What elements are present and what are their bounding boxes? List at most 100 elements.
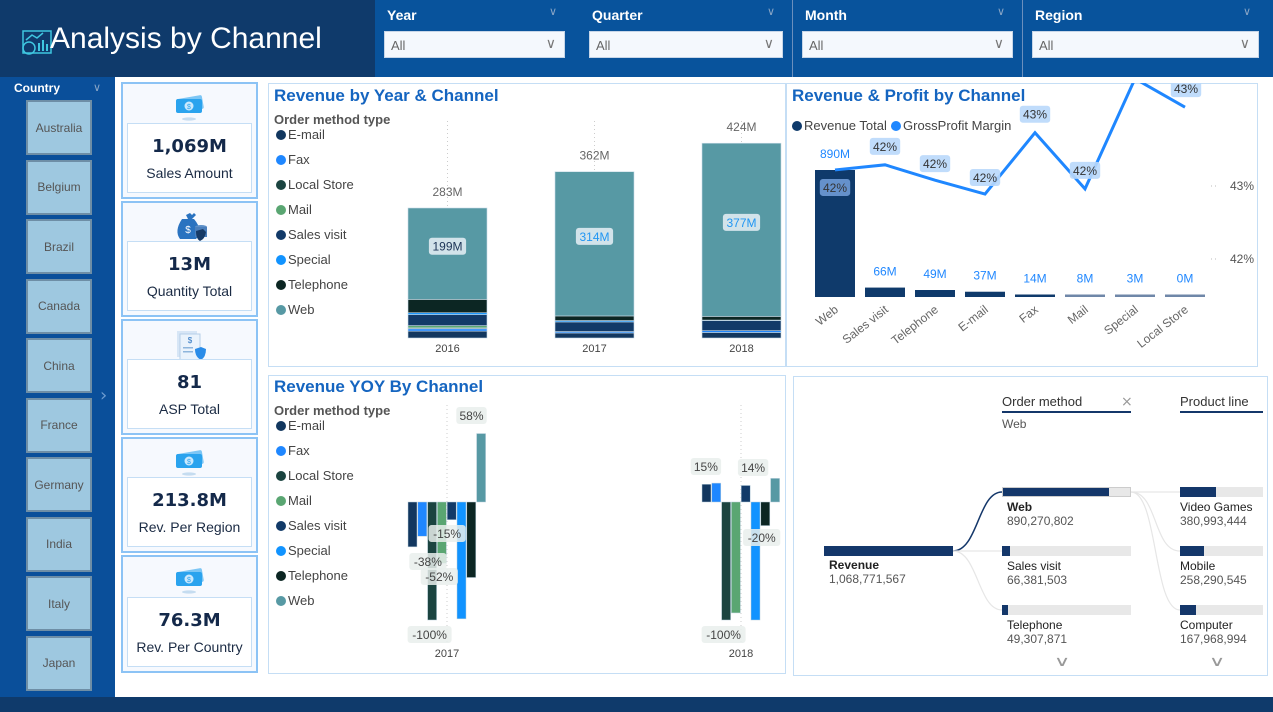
revenue-bar[interactable] — [865, 287, 905, 297]
yoy-bar-sales-visit[interactable] — [740, 485, 751, 503]
legend-item[interactable]: Fax — [276, 152, 310, 167]
yoy-bar-telephone[interactable] — [466, 501, 477, 578]
revenue-label: 8M — [1077, 272, 1094, 286]
bar-segment-telephone[interactable] — [701, 316, 782, 321]
yoy-bar-special[interactable] — [750, 501, 761, 621]
node-bar[interactable] — [1002, 487, 1131, 497]
filter-dropdown-quarter[interactable]: All ∨ — [589, 31, 783, 58]
level-header[interactable]: Order method — [1002, 394, 1131, 413]
data-label-box — [428, 525, 466, 542]
bar-segment-telephone[interactable] — [407, 299, 488, 314]
bar-segment-fax[interactable] — [407, 328, 488, 332]
revenue-label: 66M — [873, 265, 896, 279]
node-bar[interactable] — [1002, 546, 1131, 556]
bar-segment-e-mail[interactable] — [407, 330, 488, 339]
chevron-down-icon[interactable]: ∨ — [1243, 5, 1252, 18]
revenue-bar[interactable] — [1015, 294, 1055, 298]
bar-segment-sales-visit[interactable] — [701, 320, 782, 331]
chevron-down-icon[interactable]: ∨ — [93, 81, 102, 94]
filter-dropdown-region[interactable]: All ∨ — [1032, 31, 1259, 58]
segment-label: 199M — [432, 240, 462, 254]
node-bar[interactable] — [1180, 546, 1263, 556]
revenue-bar[interactable] — [915, 290, 955, 297]
yoy-bar-sales-visit[interactable] — [446, 501, 457, 520]
country-button[interactable]: Germany — [26, 457, 92, 512]
country-button[interactable]: China — [26, 338, 92, 393]
legend-item[interactable]: Sales visit — [276, 518, 347, 533]
legend-item[interactable]: Telephone — [276, 277, 348, 292]
legend-item[interactable]: Fax — [276, 443, 310, 458]
yoy-bar-e-mail[interactable] — [701, 484, 712, 503]
country-button[interactable]: Australia — [26, 100, 92, 155]
country-button[interactable]: Brazil — [26, 219, 92, 274]
bar-fill — [1003, 488, 1109, 496]
revenue-bar[interactable] — [965, 291, 1005, 297]
legend-item[interactable]: Mail — [276, 493, 312, 508]
legend-item[interactable]: E-mail — [276, 127, 325, 142]
country-button[interactable]: Italy — [26, 576, 92, 631]
yoy-bar-mail[interactable] — [731, 501, 741, 614]
country-button[interactable]: France — [26, 397, 92, 453]
yoy-bar-special[interactable] — [456, 501, 467, 620]
legend-item[interactable]: Revenue Total — [792, 118, 887, 133]
legend-item[interactable]: Mail — [276, 202, 312, 217]
x-tick-label: Web — [813, 302, 841, 328]
bar-segment-telephone[interactable] — [554, 315, 635, 321]
legend-label: Mail — [288, 202, 312, 217]
country-button[interactable]: Canada — [26, 278, 92, 334]
data-label-box — [869, 137, 901, 155]
bar-segment-mail[interactable] — [407, 325, 488, 329]
revenue-bar[interactable] — [1165, 294, 1205, 298]
kpi-card: $13M Quantity Total — [121, 201, 258, 317]
legend-item[interactable]: Special — [276, 252, 331, 267]
close-icon[interactable]: × — [1121, 394, 1133, 410]
revenue-bar[interactable] — [1115, 294, 1155, 298]
chevron-down-icon[interactable]: ∨ — [997, 5, 1006, 18]
legend-item[interactable]: Local Store — [276, 177, 354, 192]
kpi-card: $76.3M Rev. Per Country — [121, 555, 258, 673]
chevron-down-icon[interactable]: ∨ — [767, 5, 776, 18]
yoy-bar-fax[interactable] — [417, 501, 428, 537]
revenue-yoy-panel — [268, 375, 786, 674]
yoy-bar-telephone[interactable] — [760, 501, 771, 526]
revenue-label: 0M — [1177, 272, 1194, 286]
legend-label: Telephone — [288, 568, 348, 583]
legend-item[interactable]: E-mail — [276, 418, 325, 433]
legend-item[interactable]: Local Store — [276, 468, 354, 483]
legend-marker — [276, 595, 286, 606]
legend-item[interactable]: Special — [276, 543, 331, 558]
level-header[interactable]: Product line — [1180, 394, 1263, 413]
bar-segment-e-mail[interactable] — [701, 332, 782, 339]
node-bar[interactable] — [1002, 605, 1131, 615]
bar-segment-sales-visit[interactable] — [554, 321, 635, 332]
chevron-down-icon[interactable]: ∨ — [1208, 654, 1225, 670]
node-bar[interactable] — [1180, 605, 1263, 615]
yoy-bar-web[interactable] — [476, 433, 486, 503]
legend-item[interactable]: Web — [276, 302, 315, 317]
bar-segment-sales-visit[interactable] — [407, 314, 488, 326]
yoy-bar-fax[interactable] — [711, 482, 722, 503]
yoy-bar-web[interactable] — [770, 478, 780, 503]
country-button[interactable]: Japan — [26, 635, 92, 691]
country-button[interactable]: Belgium — [26, 159, 92, 215]
revenue-bar[interactable] — [1065, 294, 1105, 298]
filter-dropdown-year[interactable]: All ∨ — [384, 31, 565, 58]
kpi-card: $1,069M Sales Amount — [121, 82, 258, 199]
chevron-right-icon[interactable]: › — [100, 385, 108, 406]
revenue-label: 3M — [1127, 272, 1144, 286]
legend-marker — [276, 570, 286, 581]
country-button[interactable]: India — [26, 516, 92, 572]
yoy-bar-local-store[interactable] — [721, 501, 731, 621]
filter-dropdown-month[interactable]: All ∨ — [802, 31, 1013, 58]
legend-item[interactable]: Sales visit — [276, 227, 347, 242]
chevron-down-icon[interactable]: ∨ — [1053, 654, 1070, 670]
root-bar[interactable] — [824, 546, 953, 556]
yoy-bar-e-mail[interactable] — [407, 501, 418, 548]
bar-segment-e-mail[interactable] — [554, 332, 635, 339]
legend-label: Fax — [288, 152, 310, 167]
legend-item[interactable]: Web — [276, 593, 315, 608]
legend-item[interactable]: GrossProfit Margin — [891, 118, 1011, 133]
node-bar[interactable] — [1180, 487, 1263, 497]
legend-item[interactable]: Telephone — [276, 568, 348, 583]
chevron-down-icon[interactable]: ∨ — [549, 5, 558, 18]
